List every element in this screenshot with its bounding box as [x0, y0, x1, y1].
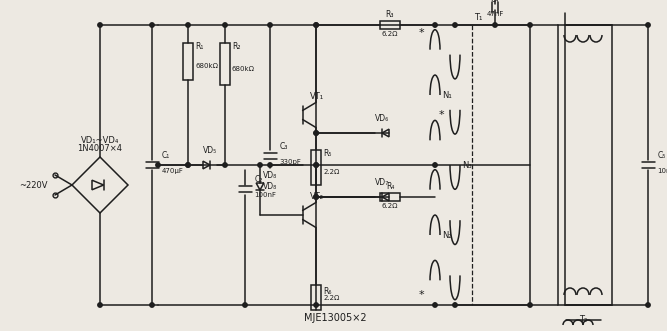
Text: 10nF: 10nF [658, 168, 667, 174]
Text: VD₈: VD₈ [263, 171, 277, 180]
Circle shape [223, 163, 227, 167]
Text: VT₁: VT₁ [310, 92, 324, 101]
Bar [380, 21, 400, 29]
Bar [311, 150, 321, 185]
Circle shape [433, 163, 437, 167]
Circle shape [243, 303, 247, 307]
Bar [380, 193, 400, 201]
Bar [220, 43, 230, 85]
Text: VD₁~VD₄: VD₁~VD₄ [81, 136, 119, 145]
Text: R₄: R₄ [386, 182, 394, 191]
Bar [183, 43, 193, 80]
Circle shape [528, 23, 532, 27]
Circle shape [267, 163, 272, 167]
Text: C₅: C₅ [658, 151, 666, 160]
Text: VD₈: VD₈ [263, 182, 277, 191]
Circle shape [528, 303, 532, 307]
Circle shape [98, 23, 102, 27]
Circle shape [186, 23, 190, 27]
Text: 6.2Ω: 6.2Ω [382, 31, 398, 37]
Text: N₂: N₂ [442, 230, 452, 240]
Text: MJE13005×2: MJE13005×2 [303, 313, 366, 323]
Text: *: * [438, 110, 444, 120]
Circle shape [186, 163, 190, 167]
Circle shape [314, 303, 318, 307]
Text: C₄: C₄ [491, 0, 499, 4]
Text: C₃: C₃ [279, 142, 288, 151]
Circle shape [314, 131, 318, 135]
Text: T₁: T₁ [474, 13, 482, 22]
Text: 6.2Ω: 6.2Ω [382, 203, 398, 209]
Circle shape [258, 163, 262, 167]
Circle shape [156, 163, 160, 167]
Text: 2.2Ω: 2.2Ω [323, 169, 340, 175]
Circle shape [493, 23, 497, 27]
Circle shape [314, 163, 318, 167]
Circle shape [314, 131, 318, 135]
Circle shape [453, 303, 457, 307]
Circle shape [314, 23, 318, 27]
Text: 680kΩ: 680kΩ [195, 64, 218, 70]
Circle shape [453, 23, 457, 27]
Circle shape [98, 303, 102, 307]
Text: N₁: N₁ [442, 90, 452, 100]
Text: T₂: T₂ [579, 315, 587, 324]
Text: 680kΩ: 680kΩ [232, 66, 255, 72]
Text: VD₅: VD₅ [203, 146, 217, 155]
Circle shape [314, 195, 318, 199]
Circle shape [314, 163, 318, 167]
Circle shape [186, 163, 190, 167]
Circle shape [314, 195, 318, 199]
Text: 330pF: 330pF [279, 159, 301, 165]
Text: 1N4007×4: 1N4007×4 [77, 144, 123, 153]
Text: 100nF: 100nF [255, 192, 277, 198]
Circle shape [646, 303, 650, 307]
Text: R₁: R₁ [195, 42, 203, 51]
Text: *: * [418, 290, 424, 300]
Text: 470μF: 470μF [161, 168, 183, 174]
Text: 47nF: 47nF [486, 11, 504, 17]
Bar [558, 25, 612, 305]
Text: R₃: R₃ [386, 10, 394, 19]
Text: VD₇: VD₇ [375, 178, 389, 187]
Text: VD₆: VD₆ [375, 114, 389, 123]
Text: R₅: R₅ [323, 149, 331, 158]
Text: R₂: R₂ [232, 42, 241, 51]
Text: C₁: C₁ [161, 151, 169, 160]
Text: *: * [418, 28, 424, 38]
Text: 2.2Ω: 2.2Ω [323, 295, 340, 301]
Text: C₂: C₂ [255, 175, 263, 184]
Text: N₃: N₃ [462, 161, 472, 169]
Circle shape [150, 303, 154, 307]
Text: R₆: R₆ [323, 287, 331, 296]
Circle shape [433, 23, 437, 27]
Circle shape [314, 23, 318, 27]
Text: ~220V: ~220V [19, 180, 48, 190]
Circle shape [433, 303, 437, 307]
Bar [311, 285, 321, 310]
Circle shape [223, 23, 227, 27]
Text: VT₂: VT₂ [310, 192, 324, 201]
Circle shape [150, 23, 154, 27]
Circle shape [646, 23, 650, 27]
Circle shape [267, 23, 272, 27]
